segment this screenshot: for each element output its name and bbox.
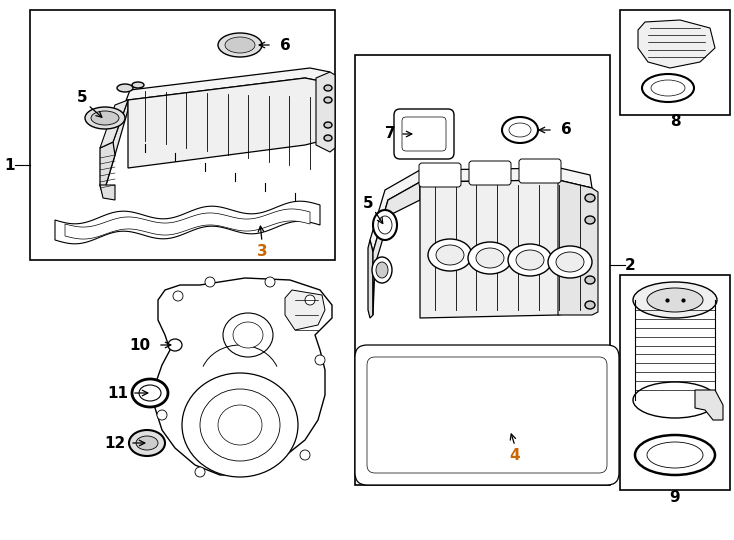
Ellipse shape xyxy=(508,244,552,276)
Ellipse shape xyxy=(117,84,133,92)
Ellipse shape xyxy=(324,85,332,91)
Polygon shape xyxy=(638,20,715,68)
Ellipse shape xyxy=(136,436,158,450)
Ellipse shape xyxy=(556,252,584,272)
Text: 8: 8 xyxy=(669,114,680,130)
Ellipse shape xyxy=(173,291,183,301)
Text: 5: 5 xyxy=(363,197,374,212)
Ellipse shape xyxy=(585,216,595,224)
Ellipse shape xyxy=(635,435,715,475)
Polygon shape xyxy=(420,180,595,318)
Ellipse shape xyxy=(168,339,182,351)
Ellipse shape xyxy=(585,276,595,284)
Ellipse shape xyxy=(468,242,512,274)
Ellipse shape xyxy=(218,405,262,445)
Polygon shape xyxy=(113,68,330,142)
Ellipse shape xyxy=(324,97,332,103)
Polygon shape xyxy=(155,278,332,475)
Text: 3: 3 xyxy=(257,245,267,260)
Bar xyxy=(30,10,335,260)
FancyBboxPatch shape xyxy=(419,163,461,187)
Ellipse shape xyxy=(647,288,703,312)
Polygon shape xyxy=(558,180,598,315)
Ellipse shape xyxy=(647,442,703,468)
Ellipse shape xyxy=(182,373,298,477)
FancyBboxPatch shape xyxy=(367,357,607,473)
Polygon shape xyxy=(316,72,335,152)
Bar xyxy=(620,275,730,490)
Ellipse shape xyxy=(200,389,280,461)
Ellipse shape xyxy=(373,210,397,240)
Ellipse shape xyxy=(633,282,717,318)
Polygon shape xyxy=(100,100,128,195)
Ellipse shape xyxy=(585,194,595,202)
Polygon shape xyxy=(368,240,373,318)
Ellipse shape xyxy=(233,322,263,348)
Ellipse shape xyxy=(315,355,325,365)
Ellipse shape xyxy=(305,295,315,305)
Ellipse shape xyxy=(585,301,595,309)
Ellipse shape xyxy=(428,239,472,271)
Ellipse shape xyxy=(265,277,275,287)
Ellipse shape xyxy=(132,82,144,88)
Ellipse shape xyxy=(324,122,332,128)
Text: 6: 6 xyxy=(561,123,571,138)
Text: 6: 6 xyxy=(280,37,291,52)
Ellipse shape xyxy=(633,382,717,418)
Text: 10: 10 xyxy=(129,338,150,353)
Text: 9: 9 xyxy=(669,489,680,504)
Ellipse shape xyxy=(205,277,215,287)
Polygon shape xyxy=(55,201,320,244)
Text: 7: 7 xyxy=(385,126,396,141)
Ellipse shape xyxy=(509,123,531,137)
Ellipse shape xyxy=(376,262,388,278)
FancyBboxPatch shape xyxy=(394,109,454,159)
FancyBboxPatch shape xyxy=(355,345,619,485)
Text: 5: 5 xyxy=(76,91,87,105)
Polygon shape xyxy=(695,390,723,420)
Text: 12: 12 xyxy=(104,435,126,450)
Polygon shape xyxy=(285,290,325,330)
Text: 4: 4 xyxy=(509,449,520,463)
Bar xyxy=(355,55,610,485)
Ellipse shape xyxy=(372,257,392,283)
Ellipse shape xyxy=(476,248,504,268)
Ellipse shape xyxy=(378,216,392,234)
Ellipse shape xyxy=(195,467,205,477)
Ellipse shape xyxy=(502,117,538,143)
Ellipse shape xyxy=(225,37,255,53)
FancyBboxPatch shape xyxy=(469,161,511,185)
Polygon shape xyxy=(100,142,115,195)
Ellipse shape xyxy=(129,430,165,456)
Ellipse shape xyxy=(516,250,544,270)
Ellipse shape xyxy=(642,74,694,102)
Ellipse shape xyxy=(157,410,167,420)
Ellipse shape xyxy=(436,245,464,265)
Text: 11: 11 xyxy=(107,386,128,401)
Ellipse shape xyxy=(139,385,161,401)
Ellipse shape xyxy=(218,33,262,57)
Polygon shape xyxy=(370,168,592,252)
Ellipse shape xyxy=(651,80,685,96)
Polygon shape xyxy=(100,185,115,200)
Ellipse shape xyxy=(300,450,310,460)
Polygon shape xyxy=(373,182,420,315)
Ellipse shape xyxy=(223,313,273,357)
Text: 2: 2 xyxy=(625,258,636,273)
Bar xyxy=(620,10,730,115)
Ellipse shape xyxy=(548,246,592,278)
Ellipse shape xyxy=(91,111,119,125)
Text: 1: 1 xyxy=(4,158,15,172)
Polygon shape xyxy=(100,100,128,148)
Ellipse shape xyxy=(132,379,168,407)
FancyBboxPatch shape xyxy=(519,159,561,183)
Polygon shape xyxy=(128,78,325,168)
Ellipse shape xyxy=(85,107,125,129)
Ellipse shape xyxy=(324,135,332,141)
Polygon shape xyxy=(65,209,310,239)
FancyBboxPatch shape xyxy=(402,117,446,151)
